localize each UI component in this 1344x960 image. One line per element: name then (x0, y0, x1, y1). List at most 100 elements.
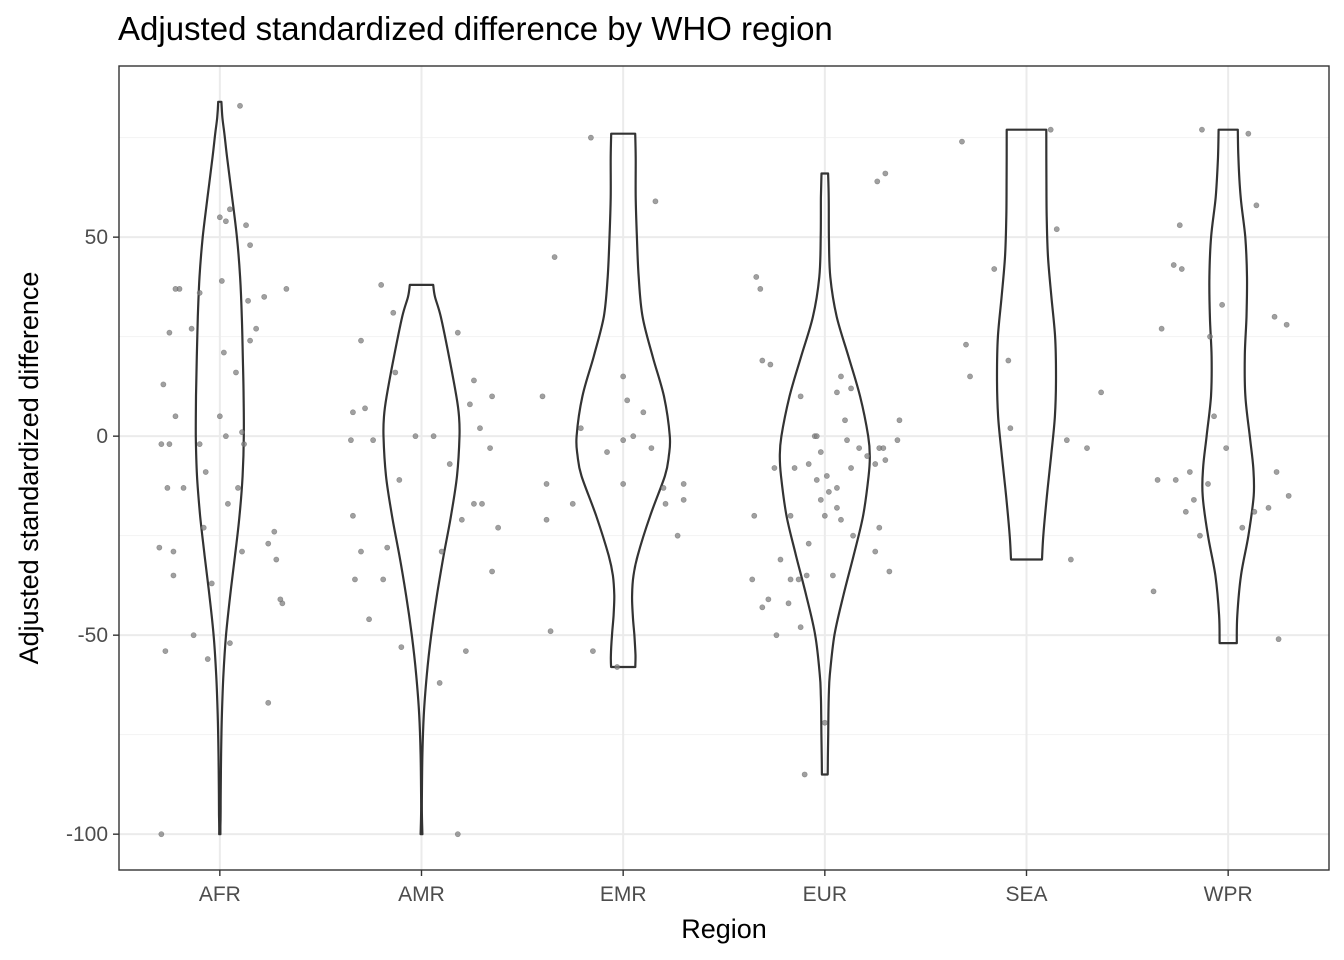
point-sea (959, 138, 965, 145)
point-eur (823, 473, 830, 479)
point-wpr (1219, 301, 1226, 308)
point-afr (200, 524, 207, 531)
violins (194, 100, 1256, 836)
point-sea (1007, 425, 1014, 432)
jitter-points (156, 102, 1292, 838)
y-axis: -100 -50 0 50 (66, 226, 119, 846)
point-afr (239, 548, 245, 555)
point-wpr (1199, 126, 1205, 133)
point-emr (543, 516, 550, 523)
point-afr (247, 242, 253, 249)
x-axis-title: Region (681, 914, 767, 944)
point-amr (454, 329, 461, 336)
point-afr (235, 485, 241, 491)
point-eur (886, 568, 893, 575)
point-eur (771, 465, 778, 471)
point-emr (652, 198, 659, 205)
point-eur (825, 488, 832, 495)
point-amr (348, 437, 354, 444)
point-eur (872, 548, 879, 555)
point-eur (773, 632, 780, 639)
point-eur (751, 512, 758, 519)
point-afr (180, 485, 187, 491)
y-tick-label: 50 (85, 226, 108, 249)
point-eur (803, 572, 810, 579)
point-eur (759, 357, 766, 364)
point-eur (813, 477, 820, 483)
point-afr (233, 369, 239, 376)
point-eur (749, 576, 756, 583)
point-eur (767, 361, 774, 368)
point-afr (239, 429, 245, 436)
x-tick-label-afr: AFR (199, 883, 241, 906)
point-amr (458, 516, 465, 523)
point-wpr (1158, 325, 1165, 332)
point-afr (196, 289, 203, 296)
point-afr (237, 102, 243, 109)
x-tick-label-sea: SEA (1005, 883, 1047, 906)
point-wpr (1223, 445, 1230, 451)
point-eur (830, 572, 836, 579)
point-sea (1084, 445, 1090, 451)
point-afr (196, 441, 203, 448)
point-amr (436, 680, 443, 686)
point-wpr (1283, 321, 1290, 328)
point-afr (220, 349, 227, 356)
point-wpr (1178, 266, 1185, 272)
violin-afr (194, 100, 245, 836)
point-afr (172, 413, 179, 420)
point-amr (438, 548, 445, 555)
point-afr (190, 632, 197, 639)
point-afr (166, 329, 173, 336)
point-eur (848, 385, 854, 392)
point-afr (158, 831, 165, 838)
point-afr (172, 285, 179, 292)
point-sea (963, 341, 969, 348)
point-wpr (1176, 222, 1183, 229)
point-afr (241, 441, 247, 448)
point-wpr (1285, 492, 1292, 499)
grid-major (119, 66, 1329, 870)
point-eur (838, 516, 844, 523)
point-afr (170, 572, 177, 579)
point-eur (842, 417, 848, 424)
point-eur (757, 285, 764, 292)
point-afr (164, 485, 171, 491)
point-wpr (1186, 469, 1193, 475)
point-amr (446, 461, 453, 467)
point-afr (156, 544, 163, 551)
point-eur (795, 576, 802, 583)
point-emr (620, 437, 627, 444)
point-eur (753, 274, 760, 280)
point-eur (791, 465, 798, 471)
point-afr (261, 293, 268, 300)
point-afr (247, 337, 253, 344)
point-afr (277, 596, 284, 603)
point-wpr (1207, 333, 1213, 340)
point-eur (787, 512, 794, 519)
point-wpr (1239, 524, 1246, 531)
point-emr (569, 500, 576, 507)
point-emr (620, 481, 627, 487)
point-wpr (1253, 202, 1260, 209)
chart-title: Adjusted standardized difference by WHO … (118, 10, 833, 47)
point-afr (245, 297, 251, 304)
point-eur (844, 437, 850, 444)
point-eur (821, 719, 828, 726)
point-amr (479, 500, 485, 507)
point-afr (243, 222, 249, 229)
point-emr (547, 628, 554, 635)
point-eur (765, 596, 772, 603)
point-wpr (1182, 508, 1189, 515)
point-afr (166, 441, 173, 448)
point-emr (640, 409, 647, 416)
point-emr (588, 134, 594, 141)
point-amr (454, 831, 461, 838)
y-tick-label: 0 (96, 425, 108, 448)
point-wpr (1273, 469, 1280, 475)
point-amr (471, 377, 477, 384)
point-eur (777, 556, 784, 563)
point-emr (543, 481, 550, 487)
point-afr (160, 381, 167, 388)
